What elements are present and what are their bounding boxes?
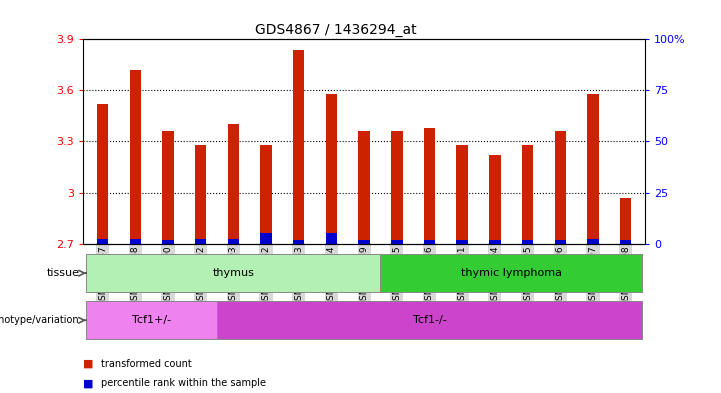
Text: thymus: thymus (213, 268, 255, 278)
Bar (326, 233, 337, 244)
Text: tissue: tissue (46, 268, 79, 278)
Bar (326, 94, 337, 244)
Bar (195, 145, 206, 244)
Bar (162, 240, 174, 244)
Bar (87, 301, 217, 339)
Bar (424, 128, 435, 244)
Bar (381, 254, 642, 292)
Bar (522, 240, 534, 244)
Bar (130, 239, 141, 244)
Text: ■: ■ (83, 378, 94, 388)
Text: thymic lymphoma: thymic lymphoma (461, 268, 562, 278)
Bar (260, 145, 272, 244)
Text: Tcf1+/-: Tcf1+/- (132, 315, 171, 325)
Bar (620, 240, 632, 244)
Bar (97, 239, 108, 244)
Text: percentile rank within the sample: percentile rank within the sample (101, 378, 266, 388)
Bar (391, 131, 402, 244)
Text: genotype/variation: genotype/variation (0, 315, 79, 325)
Bar (260, 233, 272, 244)
Bar (620, 198, 632, 244)
Bar (554, 131, 566, 244)
Bar (588, 94, 598, 244)
Text: transformed count: transformed count (101, 358, 192, 369)
Bar (228, 239, 239, 244)
Title: GDS4867 / 1436294_at: GDS4867 / 1436294_at (255, 23, 417, 37)
Bar (391, 240, 402, 244)
Bar (588, 239, 598, 244)
Bar (489, 155, 500, 244)
Bar (228, 125, 239, 244)
Bar (195, 239, 206, 244)
Bar (162, 131, 174, 244)
Bar (522, 145, 534, 244)
Bar (87, 254, 381, 292)
Bar (489, 240, 500, 244)
Text: Tcf1-/-: Tcf1-/- (412, 315, 446, 325)
Bar (424, 240, 435, 244)
Bar (358, 131, 370, 244)
Bar (217, 301, 642, 339)
Bar (358, 240, 370, 244)
Bar (97, 104, 108, 244)
Bar (456, 145, 468, 244)
Bar (456, 240, 468, 244)
Bar (554, 240, 566, 244)
Bar (293, 240, 304, 244)
Text: ■: ■ (83, 358, 94, 369)
Bar (130, 70, 141, 244)
Bar (293, 50, 304, 244)
